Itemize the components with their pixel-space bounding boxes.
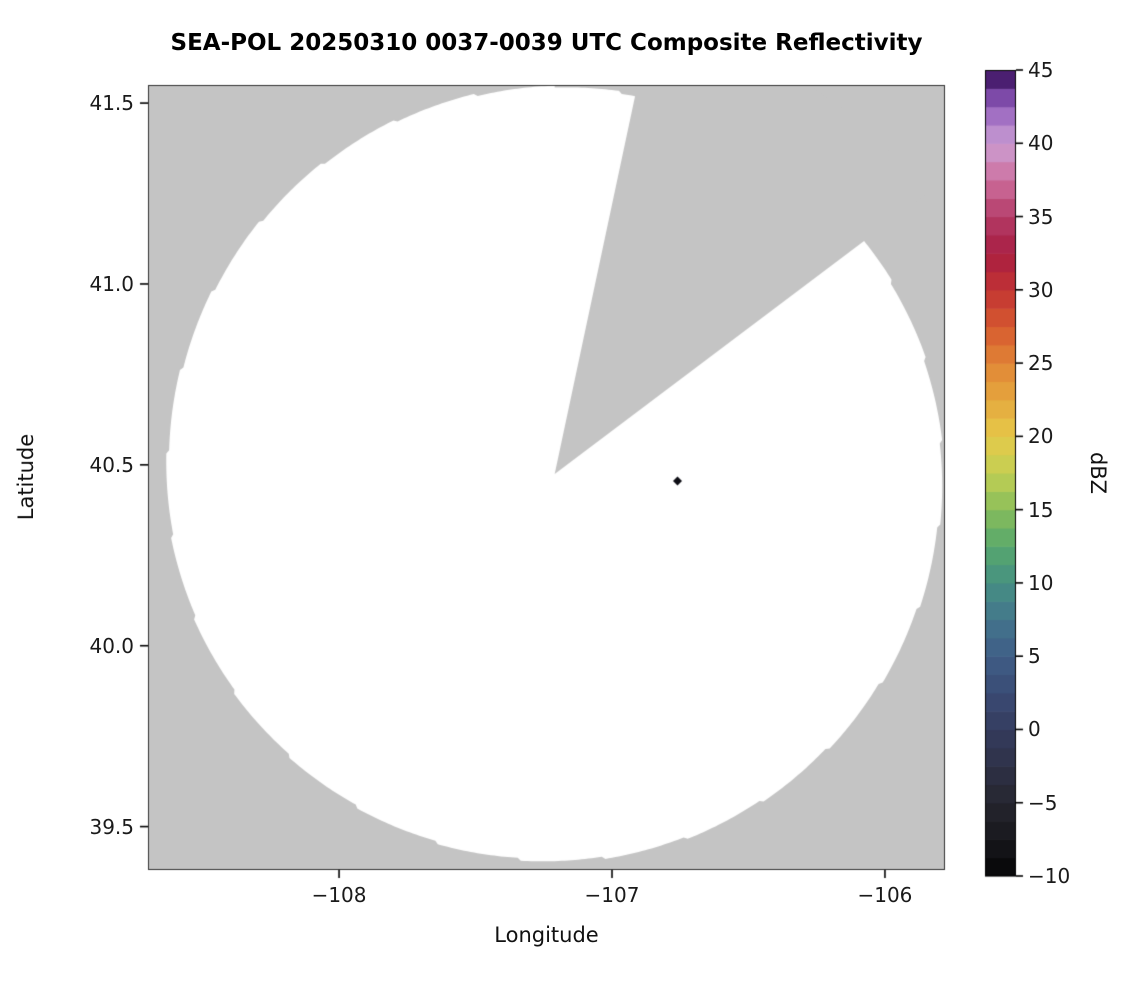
x-tick-label: −106 [857, 883, 913, 907]
colorbar-tick-label: 20 [1028, 424, 1054, 449]
colorbar-tick-label: 10 [1028, 570, 1054, 595]
colorbar-tick-label: 25 [1028, 351, 1054, 376]
y-tick-label: 39.5 [89, 814, 134, 839]
y-tick-label: 41.0 [89, 271, 134, 296]
x-tick-label: −107 [584, 883, 640, 907]
chart-title: SEA-POL 20250310 0037-0039 UTC Composite… [170, 30, 923, 56]
y-tick-label: 40.5 [89, 452, 134, 477]
colorbar-tick-label: −5 [1028, 790, 1058, 815]
colorbar-tick-label: 30 [1028, 277, 1054, 302]
y-tick-label: 41.5 [89, 91, 134, 116]
colorbar-tick-label: 40 [1028, 131, 1054, 156]
colorbar-tick-label: 45 [1028, 58, 1054, 82]
colorbar-label: dBZ [1086, 451, 1110, 495]
colorbar-tick-label: 35 [1028, 204, 1054, 229]
x-tick-label: −108 [311, 883, 367, 907]
y-tick-label: 40.0 [89, 633, 134, 658]
colorbar-tick-label: 15 [1028, 497, 1054, 522]
x-axis-label: Longitude [494, 923, 599, 947]
y-axis-label: Latitude [14, 433, 38, 521]
colorbar-tick-label: 0 [1028, 717, 1041, 742]
colorbar-tick-label: 5 [1028, 644, 1041, 669]
colorbar-tick-label: −10 [1028, 864, 1071, 888]
